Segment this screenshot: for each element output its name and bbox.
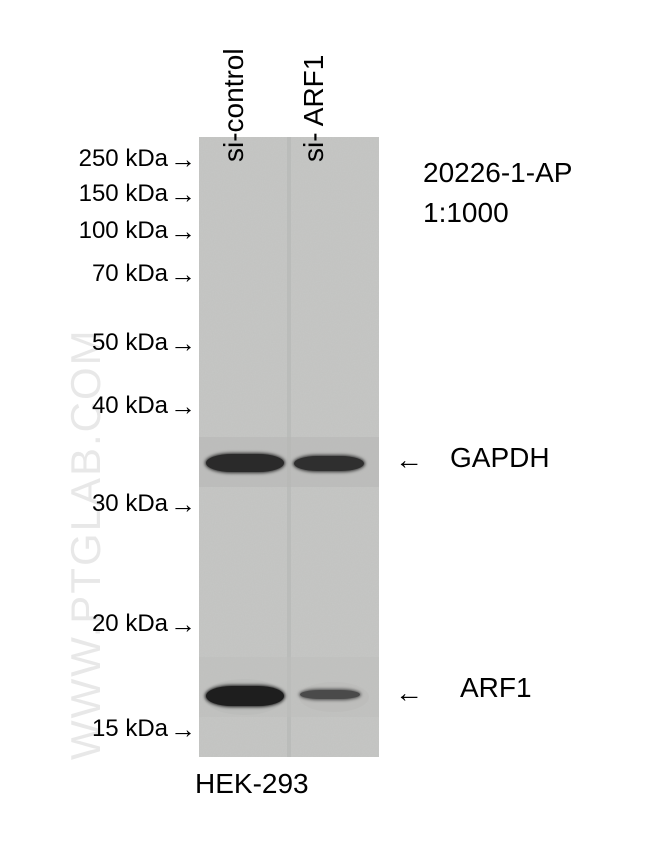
band-gapdh-lane2 (294, 456, 364, 471)
mw-arrow-40: → (170, 393, 196, 419)
mw-arrow-30: → (170, 491, 196, 517)
mw-label-15: 15 kDa (92, 715, 168, 743)
arrow-arf1: ← (395, 679, 423, 707)
mw-arrow-50: → (170, 330, 196, 356)
mw-label-20: 20 kDa (92, 610, 168, 638)
band-arf1-lane2 (300, 690, 360, 699)
mw-label-40: 40 kDa (92, 392, 168, 420)
mw-arrow-70: → (170, 261, 196, 287)
band-arf1-lane1 (206, 686, 284, 706)
mw-label-70: 70 kDa (92, 260, 168, 288)
gapdh-label: GAPDH (450, 442, 550, 474)
mw-arrow-150: → (170, 181, 196, 207)
antibody-id-label: 20226-1-AP (423, 157, 572, 189)
mw-label-150: 150 kDa (79, 180, 168, 208)
mw-arrow-250: → (170, 146, 196, 172)
lane-label-si-arf1: si- ARF1 (298, 55, 330, 162)
arf1-label: ARF1 (460, 672, 532, 704)
blot-membrane (199, 137, 379, 757)
sample-label: HEK-293 (195, 768, 309, 800)
mw-label-250: 250 kDa (79, 145, 168, 173)
arrow-gapdh: ← (395, 446, 423, 474)
mw-arrow-20: → (170, 611, 196, 637)
blot-background-svg (199, 137, 379, 757)
lane-label-si-control: si-control (218, 48, 250, 162)
mw-label-50: 50 kDa (92, 329, 168, 357)
dilution-label: 1:1000 (423, 197, 509, 229)
mw-label-100: 100 kDa (79, 217, 168, 245)
mw-label-30: 30 kDa (92, 490, 168, 518)
mw-arrow-15: → (170, 716, 196, 742)
band-gapdh-lane1 (206, 454, 284, 472)
mw-arrow-100: → (170, 218, 196, 244)
